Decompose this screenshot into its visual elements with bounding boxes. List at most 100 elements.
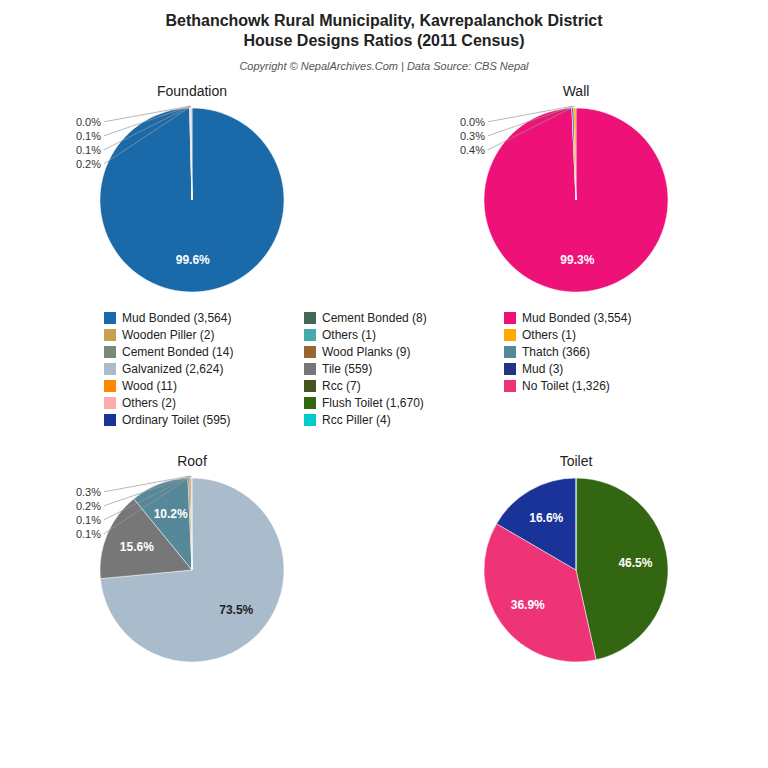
- data-label: 0.1%: [76, 528, 101, 540]
- data-label: 99.3%: [560, 253, 594, 267]
- legend-label: Rcc Piller (4): [322, 413, 391, 427]
- legend-label: Tile (559): [322, 362, 372, 376]
- slice: [572, 108, 576, 200]
- legend-swatch: [104, 414, 116, 426]
- slice: [191, 478, 192, 570]
- pie: Toilet 46.5%36.9%16.6%: [484, 453, 668, 662]
- data-label: 0.2%: [76, 500, 101, 512]
- legend-item: Wood Planks (9): [304, 345, 410, 359]
- data-label: 99.6%: [176, 253, 210, 267]
- legend-label: Wooden Piller (2): [122, 328, 214, 342]
- legend-swatch: [504, 363, 516, 375]
- slice: [190, 108, 192, 200]
- legend-label: Cement Bonded (14): [122, 345, 233, 359]
- legend-item: Ordinary Toilet (595): [104, 413, 231, 427]
- slice-labels: 73.5% 15.6% 10.2% 0.3% 0.2% 0.1% 0.1%: [76, 476, 254, 617]
- slice: [497, 478, 576, 570]
- data-label: 16.6%: [529, 511, 563, 525]
- legend-swatch: [504, 380, 516, 392]
- legend-swatch: [504, 312, 516, 324]
- legend-label: Galvanized (2,624): [122, 362, 223, 376]
- leader-line: [488, 106, 573, 136]
- data-label: 0.1%: [76, 144, 101, 156]
- legend-item: Mud Bonded (3,554): [504, 311, 631, 325]
- legend-item: Wooden Piller (2): [104, 328, 214, 342]
- legend-item: Thatch (366): [504, 345, 590, 359]
- legend-swatch: [504, 346, 516, 358]
- legend-swatch: [304, 329, 316, 341]
- slice: [484, 108, 668, 292]
- data-label: 0.1%: [76, 514, 101, 526]
- legend-item: Mud Bonded (3,564): [104, 311, 231, 325]
- slice-labels: 99.3% 0.0% 0.3% 0.4%: [460, 106, 595, 267]
- pie: Foundation99.6%0.0%0.1%0.1%0.2%: [76, 83, 284, 292]
- leader-line: [104, 476, 191, 520]
- subtitle: Copyright © NepalArchives.Com | Data Sou…: [239, 60, 529, 72]
- legend-item: Others (1): [504, 328, 576, 342]
- legend-swatch: [304, 380, 316, 392]
- legend-swatch: [104, 346, 116, 358]
- leader-line: [104, 106, 190, 136]
- legend-swatch: [504, 329, 516, 341]
- data-label: 0.0%: [76, 116, 101, 128]
- legend-swatch: [304, 397, 316, 409]
- leader-line: [488, 106, 575, 150]
- leader-line: [104, 476, 190, 506]
- legend-swatch: [304, 363, 316, 375]
- data-label: 0.4%: [460, 144, 485, 156]
- data-label: 0.3%: [460, 130, 485, 142]
- legend-item: Cement Bonded (14): [104, 345, 233, 359]
- slice: [100, 108, 284, 292]
- slices: [484, 478, 668, 662]
- slice: [134, 478, 192, 570]
- legend-item: Mud (3): [504, 362, 563, 376]
- data-label: 0.3%: [76, 486, 101, 498]
- legend-label: Ordinary Toilet (595): [122, 413, 231, 427]
- legend-swatch: [304, 346, 316, 358]
- legend-swatch: [304, 414, 316, 426]
- legend-swatch: [104, 363, 116, 375]
- slices: [100, 478, 284, 662]
- pie-title: Toilet: [560, 453, 593, 469]
- legend-item: Galvanized (2,624): [104, 362, 223, 376]
- legend-item: Tile (559): [304, 362, 372, 376]
- slice: [572, 108, 576, 200]
- slice-labels: 46.5%36.9%16.6%: [511, 511, 653, 612]
- legend-swatch: [304, 312, 316, 324]
- legend-label: Thatch (366): [522, 345, 590, 359]
- pie-title: Roof: [177, 453, 207, 469]
- data-label: 73.5%: [219, 603, 253, 617]
- legend-swatch: [104, 329, 116, 341]
- slice: [190, 478, 192, 570]
- data-label: 15.6%: [120, 540, 154, 554]
- pie-title: Wall: [563, 83, 590, 99]
- legend-label: Others (1): [322, 328, 376, 342]
- legend-label: Mud Bonded (3,564): [122, 311, 231, 325]
- chart: Bethanchowk Rural Municipality, Kavrepal…: [0, 0, 768, 768]
- data-label: 46.5%: [618, 556, 652, 570]
- slice: [190, 108, 192, 200]
- leader-line: [104, 106, 190, 122]
- data-label: 0.2%: [76, 158, 101, 170]
- legend-label: Others (1): [522, 328, 576, 342]
- leader-line: [104, 106, 191, 164]
- legend-item: Others (2): [104, 396, 176, 410]
- slice: [188, 478, 192, 570]
- legend-label: Flush Toilet (1,670): [322, 396, 424, 410]
- slice: [574, 108, 576, 200]
- legend-label: Mud (3): [522, 362, 563, 376]
- legend-label: Wood (11): [122, 379, 177, 393]
- data-label: 0.0%: [460, 116, 485, 128]
- legend-label: Wood Planks (9): [322, 345, 410, 359]
- slice-labels: 99.6%0.0%0.1%0.1%0.2%: [76, 106, 210, 267]
- legend-label: Others (2): [122, 396, 176, 410]
- slice: [100, 478, 284, 662]
- legend-swatch: [104, 397, 116, 409]
- legend-label: Rcc (7): [322, 379, 361, 393]
- leader-line: [104, 476, 192, 534]
- data-label: 10.2%: [154, 507, 188, 521]
- pie: Roof 73.5% 15.6% 10.2% 0.3% 0.2% 0.1% 0.1%: [76, 453, 284, 662]
- legend-item: Wood (11): [104, 379, 177, 393]
- legend-item: Flush Toilet (1,670): [304, 396, 424, 410]
- slice: [576, 478, 577, 570]
